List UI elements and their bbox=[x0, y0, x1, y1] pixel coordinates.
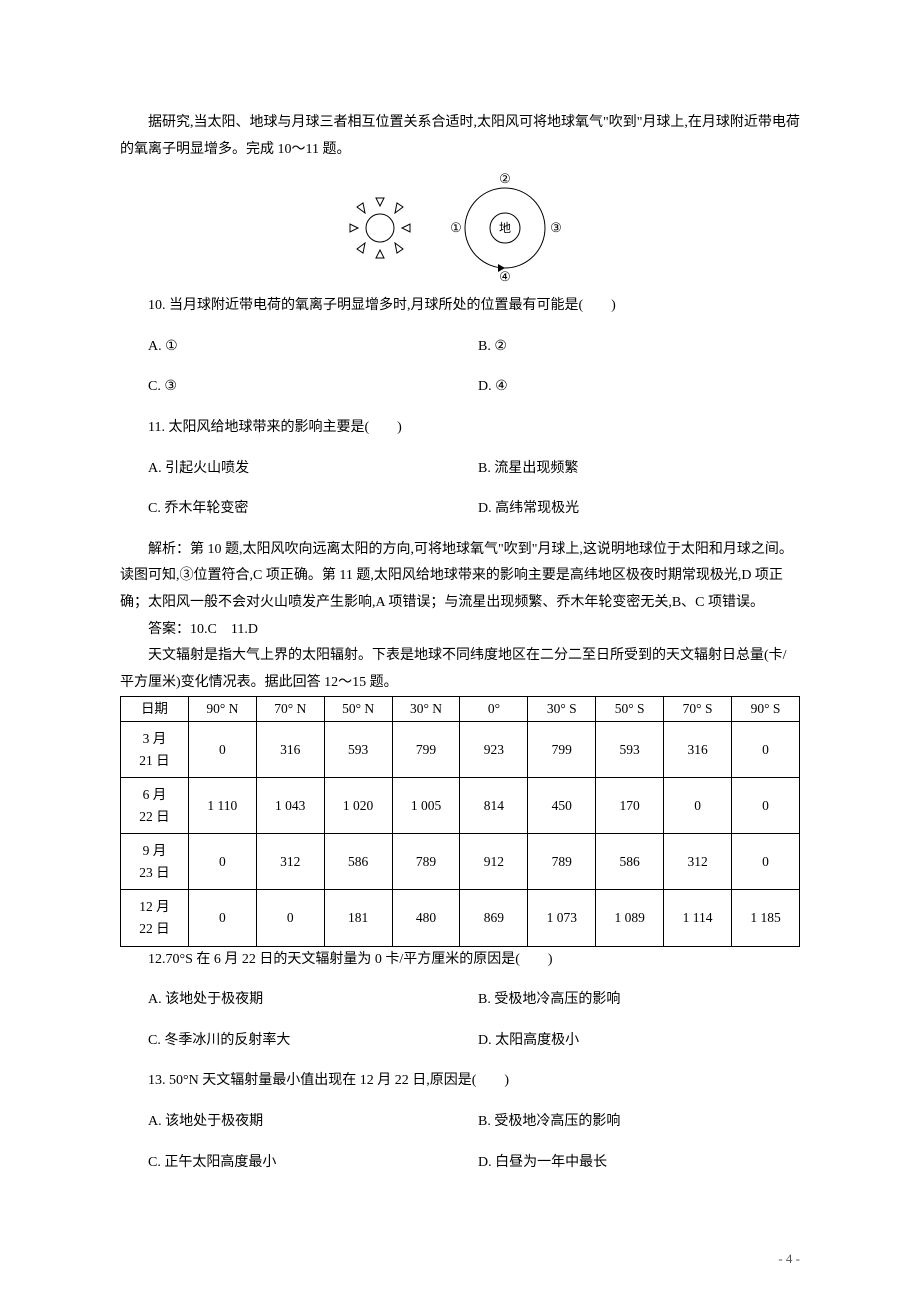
th-70s: 70° S bbox=[664, 697, 732, 722]
cell-value: 799 bbox=[528, 721, 596, 777]
table-row: 3 月21 日03165937999237995933160 bbox=[121, 721, 800, 777]
q10-opt-a: A. ① bbox=[120, 334, 450, 361]
cell-date: 6 月22 日 bbox=[121, 778, 189, 834]
q13-row-ab: A. 该地处于极夜期 B. 受极地冷高压的影响 bbox=[120, 1109, 800, 1136]
q13-opt-c: C. 正午太阳高度最小 bbox=[120, 1150, 450, 1177]
th-date: 日期 bbox=[121, 697, 189, 722]
cell-value: 789 bbox=[392, 834, 460, 890]
cell-value: 869 bbox=[460, 890, 528, 946]
cell-value: 0 bbox=[188, 721, 256, 777]
cell-value: 923 bbox=[460, 721, 528, 777]
q11-opt-b: B. 流星出现频繁 bbox=[450, 456, 578, 483]
cell-value: 0 bbox=[664, 778, 732, 834]
table-row: 12 月22 日001814808691 0731 0891 1141 185 bbox=[121, 890, 800, 946]
q12-stem: 12.70°S 在 6 月 22 日的天文辐射量为 0 卡/平方厘米的原因是( … bbox=[120, 947, 800, 974]
cell-value: 0 bbox=[732, 721, 800, 777]
cell-value: 593 bbox=[596, 721, 664, 777]
q10-stem: 10. 当月球附近带电荷的氧离子明显增多时,月球所处的位置最有可能是( ) bbox=[120, 293, 800, 320]
cell-value: 170 bbox=[596, 778, 664, 834]
cell-value: 0 bbox=[256, 890, 324, 946]
cell-value: 912 bbox=[460, 834, 528, 890]
q13-opt-d: D. 白昼为一年中最长 bbox=[450, 1150, 607, 1177]
cell-value: 181 bbox=[324, 890, 392, 946]
page: 据研究,当太阳、地球与月球三者相互位置关系合适时,太阳风可将地球氧气"吹到"月球… bbox=[0, 0, 920, 1302]
cell-date: 3 月21 日 bbox=[121, 721, 189, 777]
sun-earth-moon-diagram: 地 ① ② ③ ④ bbox=[120, 173, 800, 283]
cell-value: 0 bbox=[732, 778, 800, 834]
cell-value: 1 110 bbox=[188, 778, 256, 834]
cell-value: 1 005 bbox=[392, 778, 460, 834]
cell-value: 586 bbox=[324, 834, 392, 890]
th-50s: 50° S bbox=[596, 697, 664, 722]
q10-row-cd: C. ③ D. ④ bbox=[120, 374, 800, 401]
cell-value: 1 043 bbox=[256, 778, 324, 834]
cell-value: 480 bbox=[392, 890, 460, 946]
table-row: 9 月23 日03125867899127895863120 bbox=[121, 834, 800, 890]
cell-date: 12 月22 日 bbox=[121, 890, 189, 946]
pos-2: ② bbox=[499, 173, 511, 186]
q12-row-ab: A. 该地处于极夜期 B. 受极地冷高压的影响 bbox=[120, 987, 800, 1014]
cell-value: 1 185 bbox=[732, 890, 800, 946]
cell-value: 312 bbox=[664, 834, 732, 890]
radiation-table: 日期 90° N 70° N 50° N 30° N 0° 30° S 50° … bbox=[120, 696, 800, 946]
th-90n: 90° N bbox=[188, 697, 256, 722]
page-number: - 4 - bbox=[778, 1247, 800, 1272]
answer-1: 答案：10.C 11.D bbox=[120, 617, 800, 644]
th-30n: 30° N bbox=[392, 697, 460, 722]
q13-stem: 13. 50°N 天文辐射量最小值出现在 12 月 22 日,原因是( ) bbox=[120, 1068, 800, 1095]
cell-value: 593 bbox=[324, 721, 392, 777]
cell-value: 450 bbox=[528, 778, 596, 834]
cell-value: 814 bbox=[460, 778, 528, 834]
q10-opt-b: B. ② bbox=[450, 334, 507, 361]
cell-value: 1 020 bbox=[324, 778, 392, 834]
q11-row-cd: C. 乔木年轮变密 D. 高纬常现极光 bbox=[120, 496, 800, 523]
intro-paragraph-2: 天文辐射是指大气上界的太阳辐射。下表是地球不同纬度地区在二分二至日所受到的天文辐… bbox=[120, 643, 800, 696]
q12-opt-c: C. 冬季冰川的反射率大 bbox=[120, 1028, 450, 1055]
table-header-row: 日期 90° N 70° N 50° N 30° N 0° 30° S 50° … bbox=[121, 697, 800, 722]
cell-value: 1 073 bbox=[528, 890, 596, 946]
cell-value: 1 114 bbox=[664, 890, 732, 946]
q11-stem: 11. 太阳风给地球带来的影响主要是( ) bbox=[120, 415, 800, 442]
intro-paragraph-1: 据研究,当太阳、地球与月球三者相互位置关系合适时,太阳风可将地球氧气"吹到"月球… bbox=[120, 110, 800, 163]
cell-value: 0 bbox=[188, 834, 256, 890]
cell-value: 316 bbox=[664, 721, 732, 777]
pos-1: ① bbox=[450, 220, 462, 235]
cell-value: 0 bbox=[732, 834, 800, 890]
q11-opt-c: C. 乔木年轮变密 bbox=[120, 496, 450, 523]
q12-opt-b: B. 受极地冷高压的影响 bbox=[450, 987, 620, 1014]
pos-3: ③ bbox=[550, 220, 562, 235]
cell-value: 586 bbox=[596, 834, 664, 890]
q12-opt-d: D. 太阳高度极小 bbox=[450, 1028, 579, 1055]
pos-4: ④ bbox=[499, 269, 511, 283]
cell-value: 1 089 bbox=[596, 890, 664, 946]
cell-value: 789 bbox=[528, 834, 596, 890]
explanation-1: 解析：第 10 题,太阳风吹向远离太阳的方向,可将地球氧气"吹到"月球上,这说明… bbox=[120, 537, 800, 617]
q13-opt-b: B. 受极地冷高压的影响 bbox=[450, 1109, 620, 1136]
cell-value: 316 bbox=[256, 721, 324, 777]
q11-row-ab: A. 引起火山喷发 B. 流星出现频繁 bbox=[120, 456, 800, 483]
th-90s: 90° S bbox=[732, 697, 800, 722]
cell-value: 312 bbox=[256, 834, 324, 890]
q13-row-cd: C. 正午太阳高度最小 D. 白昼为一年中最长 bbox=[120, 1150, 800, 1177]
q10-opt-c: C. ③ bbox=[120, 374, 450, 401]
q10-opt-d: D. ④ bbox=[450, 374, 508, 401]
earth-label: 地 bbox=[499, 221, 511, 235]
th-50n: 50° N bbox=[324, 697, 392, 722]
th-0: 0° bbox=[460, 697, 528, 722]
th-70n: 70° N bbox=[256, 697, 324, 722]
q12-row-cd: C. 冬季冰川的反射率大 D. 太阳高度极小 bbox=[120, 1028, 800, 1055]
q13-opt-a: A. 该地处于极夜期 bbox=[120, 1109, 450, 1136]
table-row: 6 月22 日1 1101 0431 0201 00581445017000 bbox=[121, 778, 800, 834]
q11-opt-a: A. 引起火山喷发 bbox=[120, 456, 450, 483]
q11-opt-d: D. 高纬常现极光 bbox=[450, 496, 579, 523]
cell-value: 0 bbox=[188, 890, 256, 946]
cell-value: 799 bbox=[392, 721, 460, 777]
th-30s: 30° S bbox=[528, 697, 596, 722]
q10-row-ab: A. ① B. ② bbox=[120, 334, 800, 361]
q12-opt-a: A. 该地处于极夜期 bbox=[120, 987, 450, 1014]
cell-date: 9 月23 日 bbox=[121, 834, 189, 890]
